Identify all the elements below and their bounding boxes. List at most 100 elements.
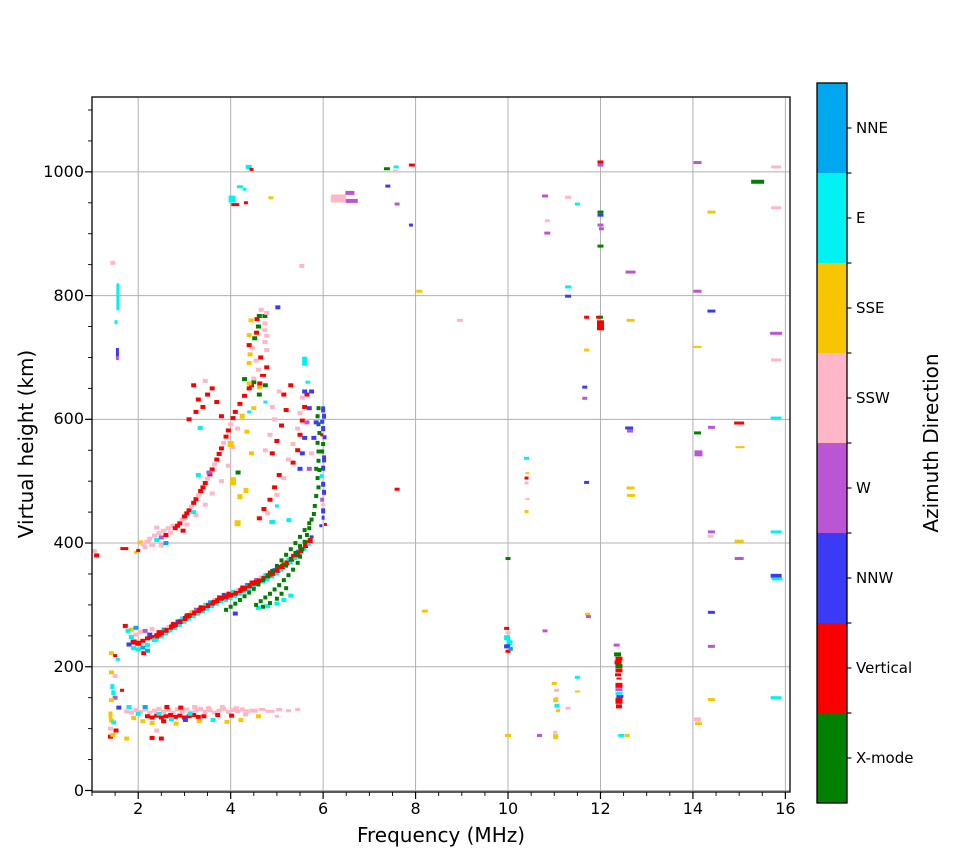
- data-point: [211, 710, 217, 715]
- data-point: [408, 163, 415, 167]
- data-point: [267, 497, 273, 502]
- data-point: [159, 630, 165, 636]
- data-point: [615, 656, 623, 661]
- data-point: [320, 433, 324, 437]
- data-point: [771, 165, 782, 169]
- data-point: [265, 573, 270, 578]
- data-point: [161, 719, 167, 724]
- data-point: [320, 419, 325, 424]
- data-point: [247, 352, 253, 357]
- data-point: [133, 632, 139, 637]
- data-point: [247, 583, 253, 589]
- data-point: [394, 202, 400, 206]
- data-point: [288, 561, 293, 565]
- data-point: [270, 568, 275, 573]
- data-point: [170, 623, 176, 628]
- data-point: [597, 213, 604, 217]
- data-point: [615, 664, 623, 669]
- data-point: [94, 553, 100, 558]
- data-point: [173, 622, 179, 628]
- data-point: [309, 451, 315, 456]
- data-point: [249, 708, 258, 713]
- data-point: [215, 713, 221, 718]
- data-point: [268, 196, 274, 200]
- data-point: [110, 732, 116, 737]
- data-point: [302, 528, 307, 533]
- data-point: [131, 646, 137, 651]
- data-point: [505, 733, 512, 737]
- data-point: [163, 632, 168, 636]
- data-point: [276, 472, 282, 477]
- y-axis-label: Virtual height (km): [14, 349, 38, 539]
- data-point: [320, 497, 325, 502]
- data-point: [693, 345, 702, 348]
- data-point: [110, 260, 116, 265]
- data-point: [293, 541, 298, 546]
- data-point: [170, 621, 175, 625]
- data-point: [237, 401, 243, 406]
- data-point: [187, 617, 192, 621]
- data-point: [281, 392, 287, 397]
- y-tick-label: 1000: [43, 161, 84, 181]
- data-point: [114, 320, 118, 325]
- data-point: [242, 590, 247, 594]
- data-point: [383, 167, 390, 171]
- x-tick-label: 2: [133, 799, 144, 818]
- data-point: [258, 355, 264, 360]
- data-point: [253, 580, 259, 585]
- data-point: [394, 487, 400, 491]
- data-point: [525, 472, 530, 475]
- data-point: [272, 485, 278, 490]
- data-point: [276, 389, 282, 394]
- colorbar-label-e: E: [856, 209, 866, 227]
- data-point: [154, 537, 160, 542]
- data-point: [322, 489, 327, 495]
- data-point: [770, 573, 782, 578]
- colorbar-label-x-mode: X-mode: [856, 749, 914, 767]
- data-point: [261, 578, 266, 583]
- data-point: [504, 626, 510, 630]
- data-point: [178, 705, 184, 710]
- data-point: [274, 601, 280, 606]
- data-point: [186, 417, 192, 422]
- data-point: [200, 485, 206, 490]
- data-point: [771, 577, 783, 581]
- data-point: [229, 592, 235, 598]
- data-point: [224, 719, 230, 724]
- data-point: [224, 607, 229, 612]
- data-point: [255, 714, 261, 719]
- data-point: [144, 643, 150, 648]
- colorbar-label-vertical: Vertical: [856, 659, 913, 677]
- data-point: [274, 492, 280, 497]
- colorbar-label-w: W: [856, 479, 871, 497]
- data-point: [209, 491, 215, 496]
- data-point: [272, 417, 278, 422]
- data-point: [120, 547, 129, 551]
- data-point: [147, 536, 153, 541]
- data-point: [288, 557, 293, 562]
- data-point: [267, 570, 272, 574]
- data-point: [314, 466, 319, 471]
- data-point: [154, 638, 159, 642]
- data-point: [140, 645, 146, 650]
- data-point: [299, 263, 305, 268]
- data-point: [219, 704, 225, 709]
- data-point: [299, 395, 305, 400]
- data-point: [172, 714, 178, 719]
- data-point: [625, 426, 634, 430]
- data-point: [207, 600, 212, 604]
- data-point: [249, 346, 255, 351]
- data-point: [235, 709, 241, 714]
- data-point: [315, 476, 320, 481]
- data-point: [138, 630, 144, 635]
- data-point: [131, 716, 137, 721]
- data-point: [618, 733, 625, 737]
- data-point: [205, 603, 211, 609]
- data-point: [264, 310, 270, 315]
- data-point: [734, 539, 744, 543]
- data-point: [345, 198, 358, 203]
- data-point: [553, 734, 559, 740]
- data-point: [237, 597, 242, 602]
- data-point: [524, 456, 530, 460]
- data-point: [158, 535, 164, 540]
